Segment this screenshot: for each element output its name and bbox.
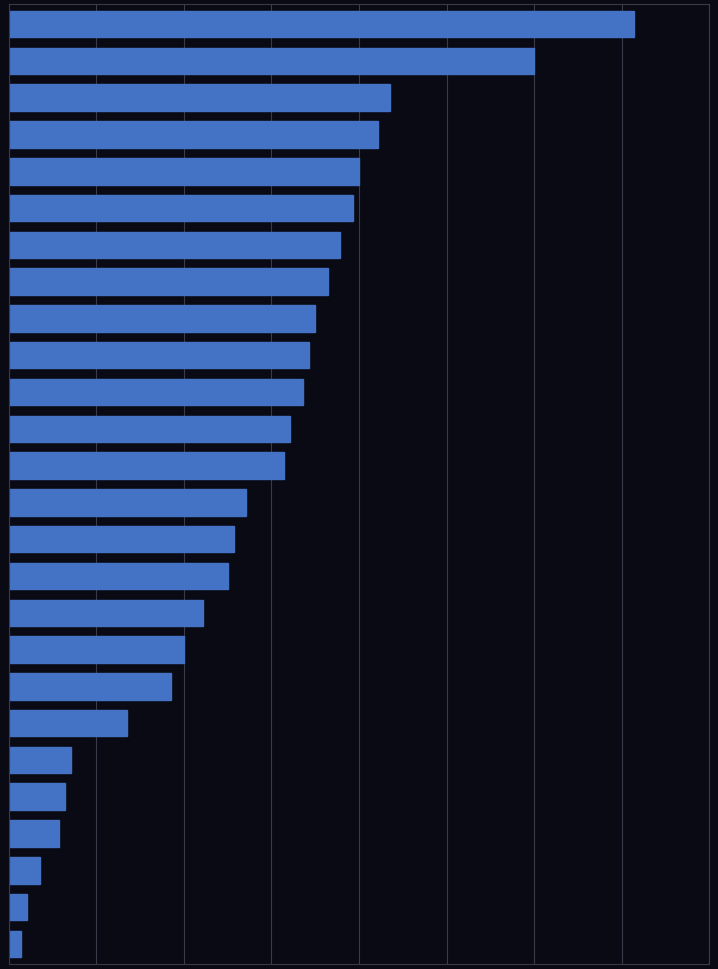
Bar: [9, 12, 634, 39]
Bar: [9, 710, 128, 736]
Bar: [9, 233, 340, 259]
Bar: [9, 380, 303, 406]
Bar: [9, 489, 246, 516]
Bar: [9, 122, 378, 148]
Bar: [9, 343, 309, 369]
Bar: [9, 930, 21, 957]
Bar: [9, 600, 202, 626]
Bar: [9, 894, 27, 921]
Bar: [9, 821, 59, 847]
Bar: [9, 416, 290, 443]
Bar: [9, 269, 327, 296]
Bar: [9, 85, 391, 111]
Bar: [9, 453, 284, 480]
Bar: [9, 196, 353, 222]
Bar: [9, 48, 534, 75]
Bar: [9, 784, 65, 810]
Bar: [9, 673, 172, 700]
Bar: [9, 637, 184, 663]
Bar: [9, 526, 234, 553]
Bar: [9, 858, 40, 884]
Bar: [9, 563, 228, 589]
Bar: [9, 306, 315, 332]
Bar: [9, 159, 359, 185]
Bar: [9, 747, 71, 773]
